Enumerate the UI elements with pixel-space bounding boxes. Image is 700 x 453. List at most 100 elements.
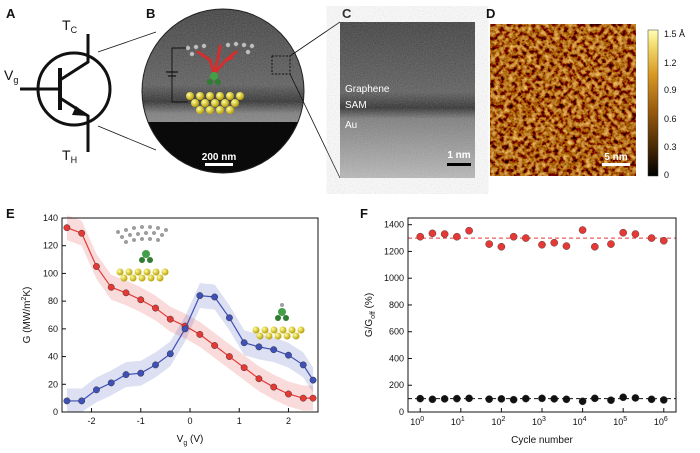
- data-point: [497, 242, 506, 251]
- data-point: [562, 395, 571, 404]
- layer-graphene-label: Graphene: [345, 84, 390, 95]
- x-tick-label: 101: [451, 416, 465, 427]
- scalebar-d: [602, 163, 630, 166]
- y-tick-label: 600: [389, 327, 404, 337]
- data-point: [497, 395, 506, 403]
- data-point: [255, 343, 263, 351]
- data-point: [166, 350, 174, 358]
- colorbar-tick: 0.3: [664, 142, 677, 152]
- molecule-illustration: [166, 41, 255, 114]
- scalebar-c: [447, 163, 471, 166]
- x-tick-label: 105: [613, 416, 627, 427]
- data-point: [453, 232, 461, 241]
- zoom-line-b-lower: [289, 73, 341, 179]
- data-point: [240, 339, 248, 347]
- data-point: [578, 226, 587, 234]
- data-point: [285, 390, 292, 398]
- panel-a: A TC Vg TH: [4, 6, 157, 165]
- error-band: [66, 283, 314, 412]
- panel-label-f: F: [360, 206, 368, 221]
- colorbar-tick: 0: [664, 170, 669, 180]
- data-point: [607, 396, 615, 405]
- y-tick-label: 1000: [384, 273, 404, 283]
- th-label: TH: [62, 147, 77, 165]
- colorbar-ticks: 1.5 Å 1.2 0.9 0.6 0.3 0: [664, 29, 685, 180]
- data-point: [509, 395, 518, 404]
- data-point: [299, 361, 307, 369]
- data-point: [225, 314, 233, 322]
- y-tick-label: 20: [48, 379, 58, 389]
- data-point: [225, 353, 233, 360]
- colorbar-tick: 1.2: [664, 58, 677, 68]
- data-point: [211, 293, 219, 301]
- panel-label-d: D: [486, 6, 495, 21]
- data-point: [465, 226, 473, 235]
- data-point: [578, 397, 587, 406]
- x-tick-label: 106: [654, 416, 668, 427]
- data-point: [152, 361, 159, 369]
- scalebar-d-label: 5 nm: [604, 152, 627, 163]
- inset-graphene-molecule: [116, 225, 169, 282]
- y-tick-label: 140: [43, 213, 58, 223]
- data-point: [465, 394, 473, 403]
- data-point: [285, 351, 292, 359]
- y-tick-label: 800: [389, 300, 404, 310]
- colorbar: [647, 29, 659, 177]
- data-point: [122, 371, 130, 378]
- layer-au-label: Au: [345, 120, 357, 131]
- data-point: [78, 397, 86, 405]
- data-point: [619, 228, 627, 237]
- panel-label-b: B: [146, 6, 155, 21]
- panel-label-a: A: [6, 6, 16, 21]
- x-tick-label: 100: [410, 416, 424, 427]
- data-point: [166, 315, 174, 323]
- data-point: [240, 364, 248, 372]
- panel-f: F 100 101 102 103 104 105 106 0 200 400 600 800 1000…: [360, 206, 677, 446]
- x-axis-label: Vg (V): [177, 434, 204, 447]
- data-point: [619, 393, 627, 402]
- data-point: [270, 383, 278, 391]
- data-point: [550, 395, 559, 403]
- x-tick-label: 1: [237, 416, 242, 426]
- data-point: [309, 394, 317, 402]
- data-point: [255, 375, 263, 383]
- data-point: [78, 229, 86, 237]
- zoom-box: [271, 55, 291, 75]
- zoom-line-b-upper: [289, 21, 341, 57]
- data-point: [63, 397, 71, 405]
- data-point: [509, 232, 518, 241]
- x-tick-label: 102: [491, 416, 505, 427]
- scalebar-b-label: 200 nm: [202, 152, 237, 163]
- y-tick-label: 0: [399, 407, 404, 417]
- data-point: [485, 395, 493, 403]
- x-axis-label: Cycle number: [511, 435, 573, 446]
- y-tick-label: 200: [389, 380, 404, 390]
- data-point: [562, 242, 571, 250]
- colorbar-tick: 1.5 Å: [664, 29, 685, 39]
- data-point: [591, 242, 599, 251]
- vg-label: Vg: [4, 67, 18, 85]
- inset-bare-molecule: [252, 303, 305, 340]
- data-point: [522, 394, 530, 403]
- zoom-line-lower: [97, 125, 157, 151]
- data-point: [659, 396, 668, 404]
- data-point: [538, 394, 546, 403]
- y-tick-label: 120: [43, 241, 58, 251]
- data-point: [196, 292, 204, 299]
- chart-f: 100 101 102 103 104 105 106 0 200 400 600 800 1000 12…: [364, 217, 677, 446]
- x-tick-label: 104: [573, 416, 587, 427]
- emitter-arrow-icon: [72, 106, 88, 116]
- y-tick-label: 80: [48, 296, 58, 306]
- x-tick-label: 0: [187, 416, 192, 426]
- collector-lead: [59, 34, 90, 82]
- error-band: [66, 215, 314, 411]
- data-point: [428, 395, 437, 404]
- y-tick-label: 1200: [384, 246, 404, 256]
- data-point: [137, 369, 145, 377]
- scalebar-c-label: 1 nm: [447, 150, 470, 161]
- data-point: [440, 395, 449, 403]
- data-point: [63, 224, 71, 232]
